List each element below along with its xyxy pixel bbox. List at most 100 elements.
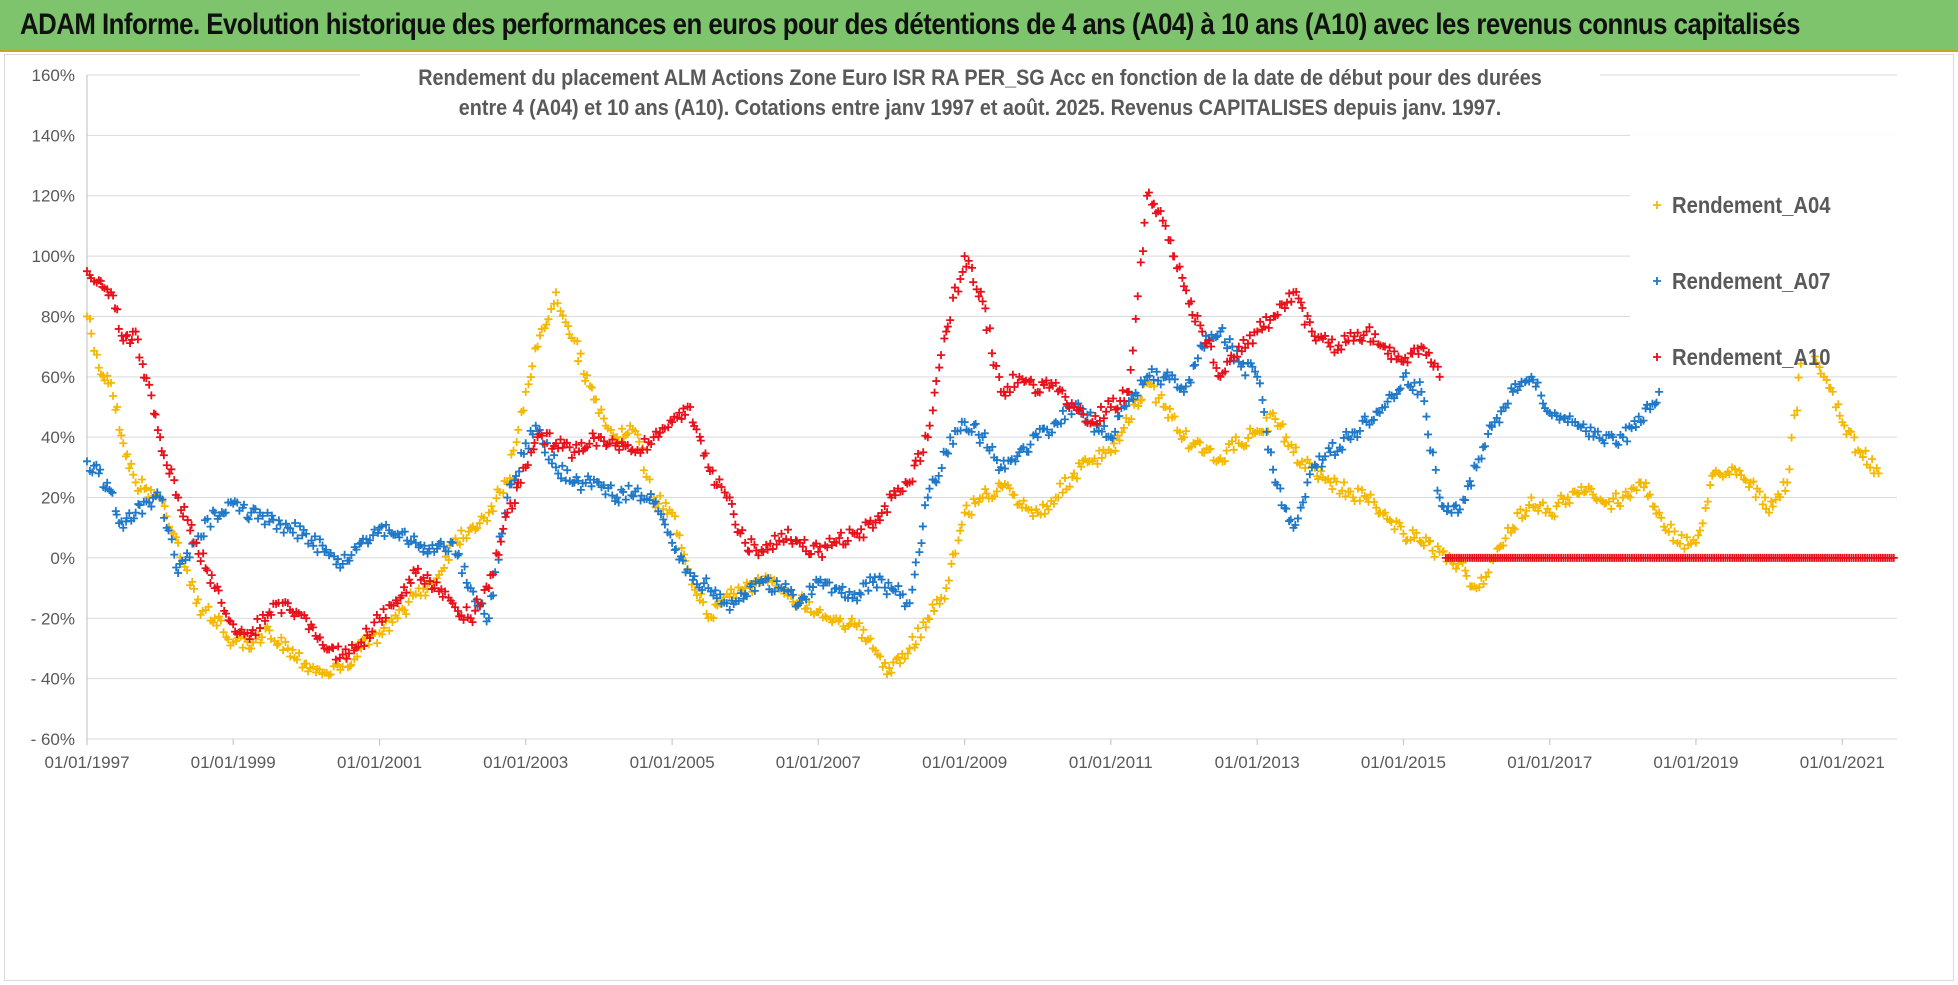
data-point [866, 516, 875, 525]
data-point [738, 526, 747, 535]
data-point [565, 443, 574, 452]
data-point [487, 502, 496, 511]
data-point [400, 527, 409, 536]
legend-label: Rendement_A04 [1672, 192, 1831, 219]
data-point [101, 484, 110, 493]
data-point [1090, 427, 1099, 436]
data-point [1669, 536, 1678, 545]
data-point [871, 518, 880, 527]
data-point [1768, 502, 1777, 511]
data-point [1793, 406, 1802, 415]
data-point [916, 457, 925, 466]
data-point [1209, 358, 1218, 367]
data-point [925, 615, 934, 624]
data-point [1452, 564, 1461, 573]
data-point [310, 532, 319, 541]
data-point [410, 532, 419, 541]
data-point [380, 531, 389, 540]
data-point [1616, 502, 1625, 511]
data-point [1273, 310, 1282, 319]
data-point [880, 658, 889, 667]
data-point [1850, 433, 1859, 442]
data-point [347, 660, 356, 669]
data-point [1495, 418, 1504, 427]
data-point [777, 529, 786, 538]
data-point [256, 638, 265, 647]
data-point [621, 495, 630, 504]
data-point [206, 522, 215, 531]
data-point [859, 533, 868, 542]
data-point [1461, 566, 1470, 575]
data-point [1680, 544, 1689, 553]
data-point [1414, 349, 1423, 358]
data-point [1626, 493, 1635, 502]
data-point [608, 491, 617, 500]
data-point [1040, 509, 1049, 518]
data-point [135, 353, 144, 362]
data-point [480, 609, 489, 618]
data-point [459, 615, 468, 624]
data-point [1163, 368, 1172, 377]
data-point [151, 410, 160, 419]
data-point [1253, 372, 1262, 381]
data-point [88, 468, 97, 477]
data-point [930, 388, 939, 397]
data-point [1245, 331, 1254, 340]
data-point [1433, 362, 1442, 371]
data-point [432, 578, 441, 587]
data-point [544, 315, 553, 324]
data-point [1044, 505, 1053, 514]
data-point [1300, 320, 1309, 329]
data-point [1787, 433, 1796, 442]
data-point [360, 641, 369, 650]
data-point [958, 267, 967, 276]
data-point [1677, 530, 1686, 539]
data-point [925, 421, 934, 430]
data-point [378, 617, 387, 626]
data-point [1632, 486, 1641, 495]
data-point [1086, 408, 1095, 417]
data-point [400, 583, 409, 592]
data-point [217, 598, 226, 607]
data-point [1061, 392, 1070, 401]
data-point [699, 579, 708, 588]
data-point [633, 430, 642, 439]
data-point [583, 371, 592, 380]
data-point [255, 624, 264, 633]
data-point [1109, 394, 1118, 403]
data-point [216, 616, 225, 625]
data-point [1439, 547, 1448, 556]
data-point [472, 595, 481, 604]
data-point [1357, 336, 1366, 345]
data-point [1158, 216, 1167, 225]
data-point [558, 311, 567, 320]
data-point [1266, 315, 1275, 324]
data-point [290, 612, 299, 621]
data-point [1666, 520, 1675, 529]
data-point [448, 599, 457, 608]
data-point [1286, 515, 1295, 524]
data-point [277, 608, 286, 617]
y-tick-label: 20% [41, 489, 75, 508]
data-point [1380, 508, 1389, 517]
data-point [711, 586, 720, 595]
data-point [368, 627, 377, 636]
data-point [727, 585, 736, 594]
data-point [272, 524, 281, 533]
data-point [1340, 331, 1349, 340]
data-point [908, 477, 917, 486]
data-point [1259, 322, 1268, 331]
data-point [281, 519, 290, 528]
data-point [1234, 342, 1243, 351]
data-point [122, 514, 131, 523]
data-point [1222, 446, 1231, 455]
data-point [1822, 375, 1831, 384]
data-point [1096, 402, 1105, 411]
data-point [1191, 317, 1200, 326]
data-point [1148, 200, 1157, 209]
data-point [629, 492, 638, 501]
data-point [960, 252, 969, 261]
data-point [853, 596, 862, 605]
data-point [1043, 425, 1052, 434]
data-point [1175, 262, 1184, 271]
